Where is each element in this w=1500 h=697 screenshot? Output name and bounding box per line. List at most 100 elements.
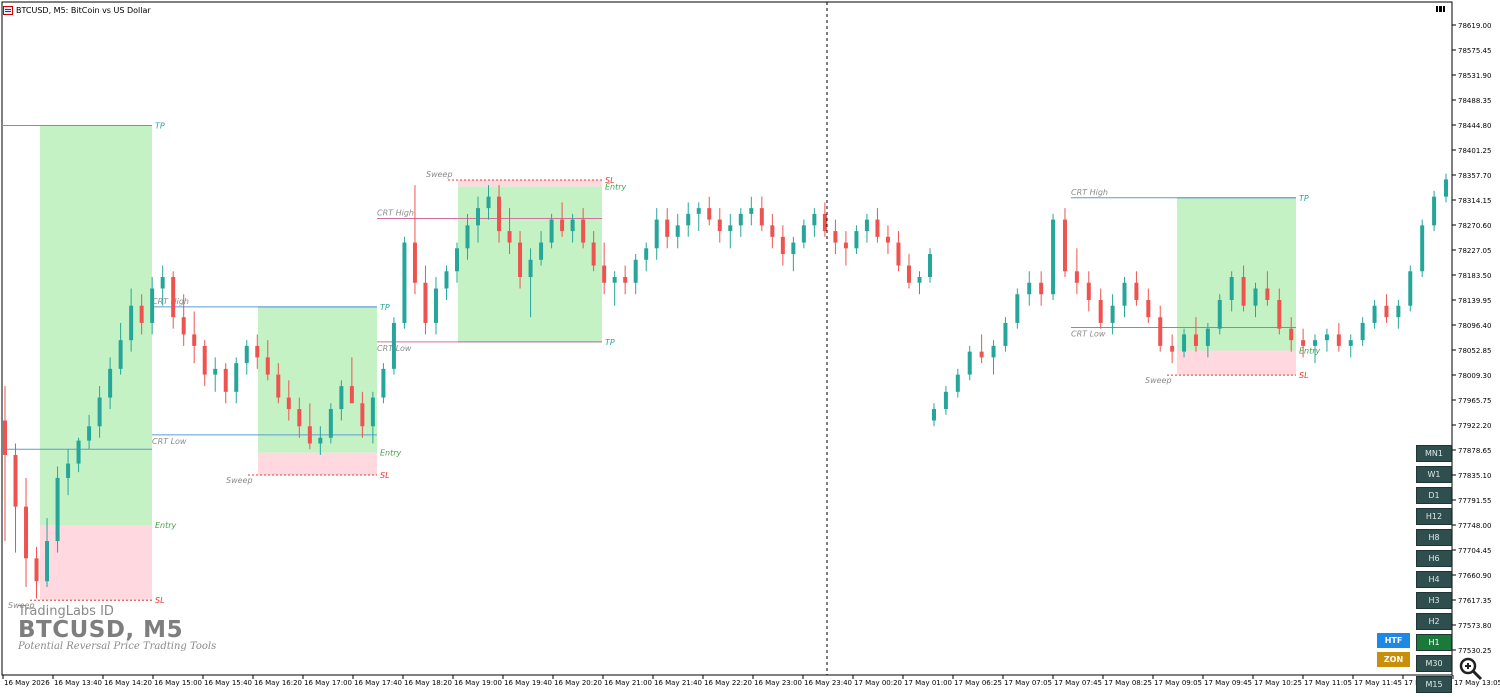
price-tick-label: 78183.50 <box>1458 272 1491 280</box>
candle-body <box>822 213 827 232</box>
time-tick-label: 17 May 11:45 <box>1354 679 1402 687</box>
time-tick-label: 16 May 20:20 <box>554 679 602 687</box>
tf-button-h6[interactable]: H6 <box>1416 550 1452 567</box>
chart-title: BTCUSD, M5: BitCoin vs US Dollar <box>16 5 151 15</box>
one-click-trading-icon[interactable] <box>1436 6 1445 12</box>
candle <box>612 271 617 306</box>
candle-body <box>66 463 71 478</box>
candle <box>328 403 333 444</box>
candle <box>967 345 972 381</box>
candle <box>423 265 428 335</box>
candle-body <box>160 277 165 289</box>
candle-body <box>192 334 197 346</box>
candle <box>412 185 417 295</box>
candle-body <box>13 454 18 507</box>
candle-body <box>675 225 680 237</box>
candle-body <box>1039 282 1044 295</box>
candle <box>1122 277 1127 318</box>
tf-button-h8[interactable]: H8 <box>1416 529 1452 546</box>
candle-body <box>549 219 554 243</box>
candle-body <box>108 368 113 398</box>
tf-button-mn1[interactable]: MN1 <box>1416 445 1452 462</box>
candle-body <box>97 397 102 427</box>
time-tick-label: 16 May 15:40 <box>204 679 252 687</box>
candle-body <box>1205 328 1210 346</box>
time-tick-label: 17 May 09:05 <box>1154 679 1202 687</box>
htf-button[interactable]: HTF <box>1377 633 1410 648</box>
candle <box>780 225 785 266</box>
tf-button-h4[interactable]: H4 <box>1416 571 1452 588</box>
candle-body <box>1110 305 1115 323</box>
candle-body <box>665 219 670 237</box>
tf-button-h3[interactable]: H3 <box>1416 592 1452 609</box>
zon-button[interactable]: ZON <box>1377 652 1410 667</box>
candle-body <box>812 213 817 226</box>
price-tick-label: 77573.80 <box>1458 622 1491 630</box>
candle-body <box>381 368 386 398</box>
candle-body <box>1229 277 1234 300</box>
candle-body <box>87 426 92 441</box>
candle <box>1182 328 1187 358</box>
candle <box>749 196 754 226</box>
time-tick-label: 17 May 07:45 <box>1054 679 1102 687</box>
candle-body <box>928 254 932 278</box>
candle <box>1360 317 1365 346</box>
tf-button-m15[interactable]: M15 <box>1416 676 1452 693</box>
tf-button-m30[interactable]: M30 <box>1416 655 1452 672</box>
candle <box>1289 317 1294 352</box>
candle <box>381 363 386 404</box>
sweep-label: Sweep <box>1145 376 1172 385</box>
watermark-brand: TradingLabs ID <box>18 604 114 619</box>
candle <box>770 213 775 249</box>
price-tick-label: 77748.00 <box>1458 522 1491 530</box>
candle <box>1241 265 1246 312</box>
candle <box>1015 288 1020 329</box>
price-tick-label: 78270.60 <box>1458 222 1491 230</box>
candle <box>118 322 123 375</box>
time-tick-label: 17 May 01:00 <box>904 679 952 687</box>
candle-body <box>1158 317 1163 346</box>
price-tick-label: 78619.00 <box>1458 22 1491 30</box>
zoom-icon[interactable] <box>1458 656 1484 682</box>
candle <box>833 219 838 255</box>
price-tick-label: 77791.55 <box>1458 497 1491 505</box>
candle-body <box>644 248 649 260</box>
candle-body <box>402 242 407 323</box>
time-tick-label: 16 May 23:00 <box>754 679 802 687</box>
candle <box>349 357 354 404</box>
crt-low-label: CRT Low <box>1071 330 1106 339</box>
crt-low-label: CRT Low <box>152 437 187 446</box>
chart-window-icon <box>3 5 13 15</box>
candle-body <box>3 420 7 455</box>
candle <box>560 202 565 237</box>
candle <box>1372 299 1377 329</box>
candle <box>759 196 764 232</box>
sweep-label: Sweep <box>426 170 453 179</box>
candle <box>3 386 7 542</box>
candle <box>1074 248 1079 295</box>
entry-label: Entry <box>155 521 177 530</box>
tf-button-h1[interactable]: H1 <box>1416 634 1452 651</box>
candle-body <box>213 368 218 375</box>
tf-button-w1[interactable]: W1 <box>1416 466 1452 483</box>
time-tick-label: 16 May 13:40 <box>54 679 102 687</box>
candle <box>339 380 344 421</box>
candle-body <box>654 219 659 249</box>
price-tick-label: 77878.65 <box>1458 447 1491 455</box>
sl-zone <box>458 179 602 187</box>
candle <box>885 225 890 255</box>
tf-button-h2[interactable]: H2 <box>1416 613 1452 630</box>
candle <box>1170 334 1175 364</box>
tf-button-d1[interactable]: D1 <box>1416 487 1452 504</box>
candle <box>223 363 228 404</box>
candle-body <box>349 386 354 404</box>
candle-body <box>864 219 869 232</box>
candle <box>707 196 712 226</box>
time-tick-label: 16 May 19:00 <box>454 679 502 687</box>
candle-body <box>602 265 607 283</box>
candle-body <box>1360 322 1365 341</box>
tf-button-h12[interactable]: H12 <box>1416 508 1452 525</box>
